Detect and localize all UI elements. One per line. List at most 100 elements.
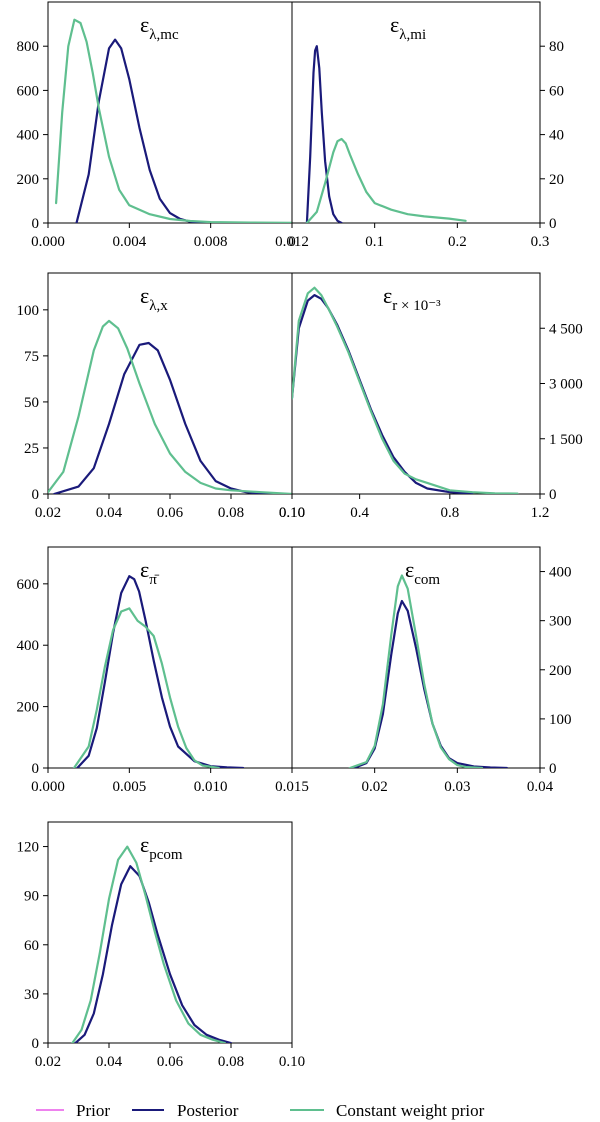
y-tick-label: 200 xyxy=(17,700,40,716)
x-tick-label: 0.03 xyxy=(444,779,470,795)
y-tick-label: 1 500 xyxy=(549,432,583,448)
panel-title: ελ,mi xyxy=(390,12,426,43)
x-tick-label: 0.10 xyxy=(279,1054,305,1070)
y-tick-label: 800 xyxy=(17,39,40,55)
x-tick-label: 0.04 xyxy=(96,505,123,521)
y-tick-label: 200 xyxy=(549,663,572,679)
legend-label-prior: Prior xyxy=(76,1101,110,1120)
y-tick-label: 80 xyxy=(549,39,564,55)
series-line-posterior xyxy=(53,341,278,494)
panel-title: επ̄ xyxy=(140,557,160,588)
chart-panel-6: 0.02 0.03 0.04 0 100 200 300 400 εcom xyxy=(291,546,572,795)
y-tick-label: 100 xyxy=(549,712,572,728)
x-tick-label: 0.06 xyxy=(157,505,184,521)
series-line-constant_weight_prior xyxy=(71,845,226,1043)
y-tick-label: 4 500 xyxy=(549,321,583,337)
chart-panel-5: 0.000 0.005 0.010 0.015 0 200 400 600 επ̄ xyxy=(17,546,309,795)
y-tick-label: 0 xyxy=(32,216,40,232)
x-tick-label: 0.8 xyxy=(440,505,459,521)
y-tick-label: 600 xyxy=(17,577,40,593)
y-tick-label: 0 xyxy=(32,487,40,503)
y-tick-label: 3 000 xyxy=(549,377,583,393)
panel-title-symbol: ε xyxy=(140,12,149,37)
panel-title-symbol: ε xyxy=(140,832,149,857)
panel-title-symbol: ε xyxy=(140,283,149,308)
chart-panel-4: 0.10 0.4 0.8 1.2 0 1 500 3 000 4 500 εr × 10⁻³ xyxy=(279,272,583,521)
series-line-constant_weight_prior xyxy=(348,574,484,768)
x-tick-label: 0.000 xyxy=(31,779,65,795)
y-tick-label: 0 xyxy=(549,487,557,503)
x-tick-label: 0.04 xyxy=(96,1054,123,1070)
x-tick-label: 0.02 xyxy=(35,1054,61,1070)
legend-label-posterior: Posterior xyxy=(177,1101,239,1120)
plot-frame xyxy=(47,546,293,769)
panel-title-symbol: ε xyxy=(390,12,399,37)
x-tick-label: 1.2 xyxy=(531,505,550,521)
panel-title-symbol: ε xyxy=(140,557,149,582)
legend-label-constant-weight-prior: Constant weight prior xyxy=(336,1101,485,1120)
x-tick-label: 0.02 xyxy=(362,779,388,795)
x-tick-label: 0.10 xyxy=(279,505,305,521)
y-tick-label: 25 xyxy=(24,441,39,457)
x-tick-label: 0.008 xyxy=(194,234,228,250)
x-tick-label: 0.000 xyxy=(31,234,65,250)
series-line-posterior xyxy=(75,38,212,223)
panel-title-subscript: π̄ xyxy=(149,572,160,588)
x-tick-label: 0.005 xyxy=(112,779,146,795)
y-tick-label: 0 xyxy=(32,1036,40,1052)
x-tick-label: 0.08 xyxy=(218,505,244,521)
x-tick-label: 0.004 xyxy=(112,234,146,250)
legend: Prior Posterior Constant weight prior xyxy=(36,1101,485,1120)
y-tick-label: 60 xyxy=(549,83,564,99)
y-tick-label: 75 xyxy=(24,349,39,365)
chart-panel-2: 0 0.1 0.2 0.3 0 20 40 60 80 ελ,mi xyxy=(288,1,564,250)
y-tick-label: 400 xyxy=(17,638,40,654)
series-line-constant_weight_prior xyxy=(292,286,519,494)
y-tick-label: 400 xyxy=(17,128,40,144)
panel-title: ελ,x xyxy=(140,283,168,314)
panel-title-subscript: λ,x xyxy=(149,298,168,314)
panel-title-symbol: ε xyxy=(405,557,414,582)
series-line-constant_weight_prior xyxy=(305,137,467,223)
x-tick-label: 0.10 xyxy=(279,505,305,521)
y-tick-label: 100 xyxy=(17,303,40,319)
y-tick-label: 40 xyxy=(549,128,564,144)
series-line-posterior xyxy=(76,575,245,768)
panel-title: εcom xyxy=(405,557,440,588)
y-tick-label: 20 xyxy=(549,172,564,188)
x-tick-label: 0.2 xyxy=(448,234,467,250)
x-tick-label: 0.02 xyxy=(35,505,61,521)
x-tick-label: 0 xyxy=(288,234,296,250)
y-tick-label: 50 xyxy=(24,395,39,411)
panel-title-subscript: pcom xyxy=(149,847,183,863)
y-tick-label: 30 xyxy=(24,987,39,1003)
y-tick-label: 0 xyxy=(32,761,40,777)
series-line-posterior xyxy=(292,294,474,494)
series-line-constant_weight_prior xyxy=(48,319,292,494)
x-tick-label: 0.3 xyxy=(531,234,550,250)
panel-title: εr × 10⁻³ xyxy=(383,283,441,314)
panel-title-subscript: λ,mc xyxy=(149,27,179,43)
series-line-constant_weight_prior xyxy=(72,607,220,768)
plot-frame xyxy=(291,1,541,224)
series-line-posterior xyxy=(305,45,343,223)
x-tick-label: 0.06 xyxy=(157,1054,184,1070)
y-tick-label: 60 xyxy=(24,938,39,954)
x-tick-label: 0.08 xyxy=(218,1054,244,1070)
panel-title-symbol: ε xyxy=(383,283,392,308)
y-tick-label: 0 xyxy=(549,216,557,232)
x-tick-label: 0.1 xyxy=(365,234,384,250)
x-tick-label: 0.012 xyxy=(275,234,309,250)
y-tick-label: 120 xyxy=(17,840,40,856)
y-tick-label: 200 xyxy=(17,172,40,188)
panel-title: εpcom xyxy=(140,832,183,863)
chart-panel-3: 0.02 0.04 0.06 0.08 0.10 0 25 50 75 100 ελ,x xyxy=(17,272,305,521)
x-tick-label: 0.010 xyxy=(194,779,228,795)
x-tick-label: 0.4 xyxy=(350,505,369,521)
panel-title-subscript: λ,mi xyxy=(399,27,426,43)
y-tick-label: 600 xyxy=(17,83,40,99)
x-tick-label: 0.015 xyxy=(275,779,309,795)
panel-title-subscript: com xyxy=(414,572,440,588)
y-tick-label: 90 xyxy=(24,889,39,905)
y-tick-label: 400 xyxy=(549,565,572,581)
